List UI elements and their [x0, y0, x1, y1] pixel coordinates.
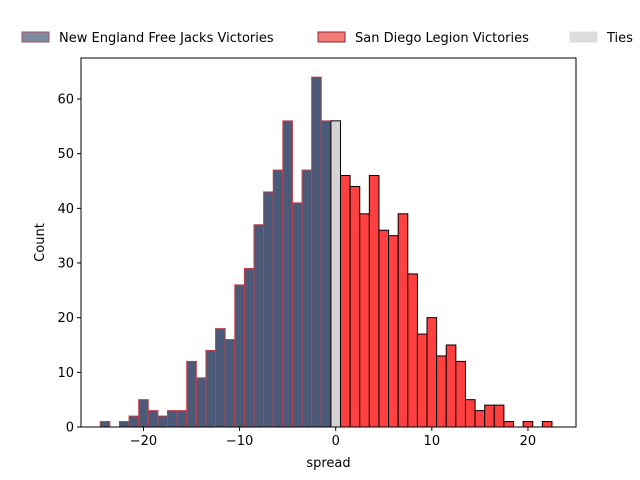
histogram-bar: [464, 399, 476, 428]
histogram-bar: [416, 333, 428, 428]
histogram-bar: [349, 185, 361, 428]
histogram-bar: [253, 224, 265, 428]
y-tick-label: 20: [57, 311, 74, 326]
y-axis-title: Count: [33, 223, 48, 262]
histogram-bar: [147, 410, 159, 428]
histogram-bar: [445, 344, 457, 428]
y-tick-label: 60: [57, 93, 74, 108]
histogram-bar: [234, 284, 245, 428]
histogram-bar: [320, 120, 332, 428]
histogram-bar: [484, 404, 495, 428]
histogram-bar: [474, 410, 486, 428]
legend-swatch: [21, 31, 50, 43]
y-tick-label: 0: [66, 421, 74, 436]
histogram-bar: [224, 339, 236, 428]
histogram-bar: [291, 202, 303, 428]
histogram-bar: [503, 421, 515, 428]
legend-label: New England Free Jacks Victories: [59, 31, 274, 46]
histogram-bar: [397, 213, 409, 428]
histogram-bar: [436, 355, 447, 428]
x-tick-label: 20: [520, 434, 537, 449]
x-tick-label: 10: [424, 434, 441, 449]
y-tick-label: 50: [57, 147, 74, 162]
histogram-bar: [340, 175, 351, 428]
histogram-bar: [215, 328, 226, 428]
x-axis-title: spread: [306, 456, 350, 471]
histogram-bar: [330, 120, 342, 428]
y-tick-label: 30: [57, 257, 74, 272]
histogram-bar: [407, 273, 418, 428]
histogram-bar: [359, 213, 370, 428]
x-tick-label: −20: [130, 434, 157, 449]
legend-label: Ties: [606, 31, 633, 46]
plot-frame: [80, 57, 577, 428]
histogram-bar: [138, 399, 149, 428]
histogram-bar: [541, 421, 553, 428]
y-tick-label: 10: [57, 366, 74, 381]
histogram-bar: [176, 410, 188, 428]
histogram-bar: [522, 421, 534, 428]
histogram-bar: [301, 169, 313, 428]
legend-label: San Diego Legion Victories: [355, 31, 529, 46]
bars-layer: [99, 76, 553, 428]
y-axis-ticks: 0 10 20 30 40 50 60: [57, 93, 81, 436]
histogram-bar: [186, 360, 197, 428]
histogram-bar: [493, 404, 505, 428]
histogram-bar: [388, 235, 399, 428]
histogram-bar: [272, 169, 284, 428]
histogram-bar: [167, 410, 178, 428]
histogram-bar: [243, 267, 255, 428]
legend-swatch: [317, 31, 346, 43]
histogram-bar: [263, 191, 274, 428]
histogram-bar: [368, 175, 380, 428]
histogram-bar: [455, 360, 466, 428]
histogram-bar: [205, 349, 217, 428]
x-tick-label: −10: [226, 434, 253, 449]
y-tick-label: 40: [57, 202, 74, 217]
histogram-bar: [195, 377, 207, 428]
histogram-bar: [282, 120, 293, 428]
histogram-bar: [118, 421, 130, 428]
x-tick-label: 0: [332, 434, 340, 449]
histogram-bar: [426, 317, 438, 428]
histogram-bar: [378, 229, 390, 428]
histogram-bar: [99, 421, 111, 428]
histogram-bar: [128, 415, 140, 428]
legend-swatch: [569, 31, 598, 43]
histogram-bar: [157, 415, 169, 428]
histogram-bar: [311, 76, 322, 428]
legend: New England Free Jacks Victories San Dieg…: [21, 31, 633, 46]
x-axis-ticks: −20 −10 0 10 20: [130, 427, 536, 449]
